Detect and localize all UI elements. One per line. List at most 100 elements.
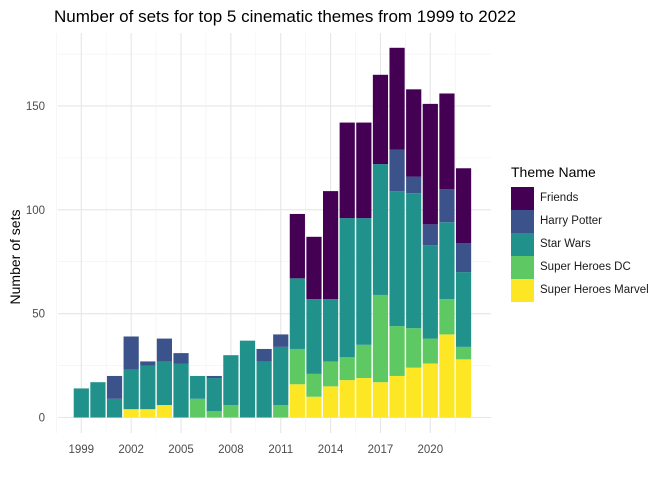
legend-label: Friends — [540, 192, 579, 204]
bar-friends-2018 — [389, 47, 405, 150]
bar-star-wars-2003 — [140, 365, 156, 410]
bar-friends-2012 — [289, 213, 305, 279]
bar-star-wars-2018 — [389, 191, 405, 327]
bar-harry-potter-2003 — [140, 361, 156, 366]
bar-friends-2021 — [439, 93, 455, 190]
bar-star-wars-2017 — [372, 164, 389, 295]
bar-star-wars-2005 — [173, 363, 189, 418]
legend-swatch — [511, 255, 534, 279]
bar-super-heroes-marvel-2018 — [389, 375, 405, 418]
y-tick-label: 0 — [39, 413, 45, 425]
bar-super-heroes-dc-2022 — [455, 346, 472, 360]
bar-super-heroes-marvel-2022 — [455, 359, 472, 418]
legend-item: Super Heroes Marvel — [511, 278, 649, 302]
bar-star-wars-2022 — [455, 272, 472, 347]
legend-label: Super Heroes Marvel — [540, 284, 649, 296]
bar-super-heroes-dc-2013 — [306, 373, 322, 397]
bar-super-heroes-marvel-2004 — [156, 405, 172, 418]
bar-super-heroes-marvel-2012 — [289, 384, 305, 418]
bar-star-wars-2011 — [273, 346, 289, 406]
x-tick-label: 2008 — [218, 444, 244, 456]
bar-super-heroes-marvel-2014 — [323, 386, 339, 418]
bar-friends-2016 — [356, 122, 372, 219]
legend-swatch — [511, 186, 534, 210]
bar-harry-potter-2020 — [422, 224, 438, 246]
bar-friends-2013 — [306, 236, 322, 300]
chart-title: Number of sets for top 5 cinematic theme… — [54, 7, 517, 26]
legend-label: Super Heroes DC — [540, 261, 631, 273]
bar-friends-2014 — [323, 191, 339, 300]
bar-super-heroes-dc-2011 — [273, 405, 289, 418]
bar-star-wars-2007 — [206, 378, 222, 412]
bar-star-wars-2013 — [306, 299, 322, 374]
bar-super-heroes-marvel-2003 — [140, 409, 156, 418]
legend-label: Harry Potter — [540, 215, 602, 227]
bar-harry-potter-2010 — [256, 348, 272, 362]
bar-star-wars-2009 — [239, 340, 256, 418]
bar-friends-2020 — [422, 103, 438, 225]
bar-friends-2022 — [455, 168, 472, 244]
legend-label: Star Wars — [540, 238, 591, 250]
bar-star-wars-2002 — [123, 369, 139, 410]
bar-harry-potter-2018 — [389, 149, 405, 192]
bar-harry-potter-2005 — [173, 353, 189, 364]
bar-star-wars-2010 — [256, 361, 272, 418]
bar-super-heroes-marvel-2017 — [372, 382, 389, 418]
bar-super-heroes-dc-2014 — [323, 361, 339, 387]
bar-star-wars-2000 — [90, 382, 106, 418]
bar-star-wars-2021 — [439, 222, 455, 300]
bar-harry-potter-2011 — [273, 334, 289, 347]
legend-item: Super Heroes DC — [511, 255, 649, 279]
bar-super-heroes-marvel-2016 — [356, 378, 372, 418]
bar-star-wars-2006 — [190, 375, 206, 399]
legend-item: Friends — [511, 186, 649, 210]
x-tick-label: 2014 — [318, 444, 344, 456]
y-tick-label: 50 — [32, 309, 45, 321]
bar-star-wars-2016 — [356, 218, 372, 345]
y-tick-label: 150 — [26, 101, 45, 113]
bars — [73, 47, 472, 418]
bar-star-wars-2001 — [106, 398, 123, 418]
x-axis-ticks: 1999 2002 2005 2008 2011 2014 2017 2020 — [69, 444, 444, 456]
bar-super-heroes-marvel-2020 — [422, 363, 438, 418]
bar-super-heroes-dc-2008 — [223, 405, 239, 418]
bar-star-wars-2015 — [339, 218, 355, 358]
x-tick-label: 2017 — [368, 444, 394, 456]
legend-item: Star Wars — [511, 232, 649, 256]
bar-harry-potter-2021 — [439, 189, 455, 223]
legend-items: Friends Harry Potter Star Wars Super Heroes… — [511, 186, 649, 302]
x-tick-label: 2011 — [268, 444, 293, 456]
x-tick-label: 2002 — [118, 444, 144, 456]
legend-item: Harry Potter — [511, 209, 649, 233]
bar-friends-2017 — [372, 74, 389, 165]
bar-friends-2019 — [406, 89, 422, 177]
y-axis-title: Number of sets — [7, 210, 23, 305]
bar-star-wars-1999 — [73, 388, 89, 418]
bar-friends-2015 — [339, 122, 355, 219]
bar-harry-potter-2001 — [106, 375, 123, 399]
x-tick-label: 2005 — [168, 444, 194, 456]
bar-super-heroes-dc-2020 — [422, 338, 438, 364]
bar-star-wars-2020 — [422, 245, 438, 339]
legend-swatch — [511, 278, 534, 302]
bar-super-heroes-dc-2017 — [372, 294, 389, 383]
bar-super-heroes-dc-2018 — [389, 326, 405, 376]
bar-super-heroes-dc-2021 — [439, 299, 455, 335]
x-tick-label: 2020 — [418, 444, 444, 456]
bar-harry-potter-2007 — [206, 375, 222, 379]
bar-harry-potter-2019 — [406, 176, 422, 194]
bar-super-heroes-marvel-2015 — [339, 380, 355, 418]
bar-star-wars-2019 — [406, 193, 422, 329]
bar-super-heroes-dc-2016 — [356, 344, 372, 379]
bar-super-heroes-marvel-2013 — [306, 396, 322, 418]
y-tick-label: 100 — [26, 205, 45, 217]
x-tick-label: 1999 — [69, 444, 95, 456]
bar-harry-potter-2004 — [156, 338, 172, 362]
bar-star-wars-2012 — [289, 278, 305, 349]
bar-super-heroes-dc-2006 — [190, 398, 206, 418]
bar-harry-potter-2002 — [123, 336, 139, 370]
legend-swatch — [511, 232, 534, 256]
bar-star-wars-2004 — [156, 361, 172, 406]
legend: Theme Name Friends Harry Potter Star Wars S… — [511, 164, 649, 302]
